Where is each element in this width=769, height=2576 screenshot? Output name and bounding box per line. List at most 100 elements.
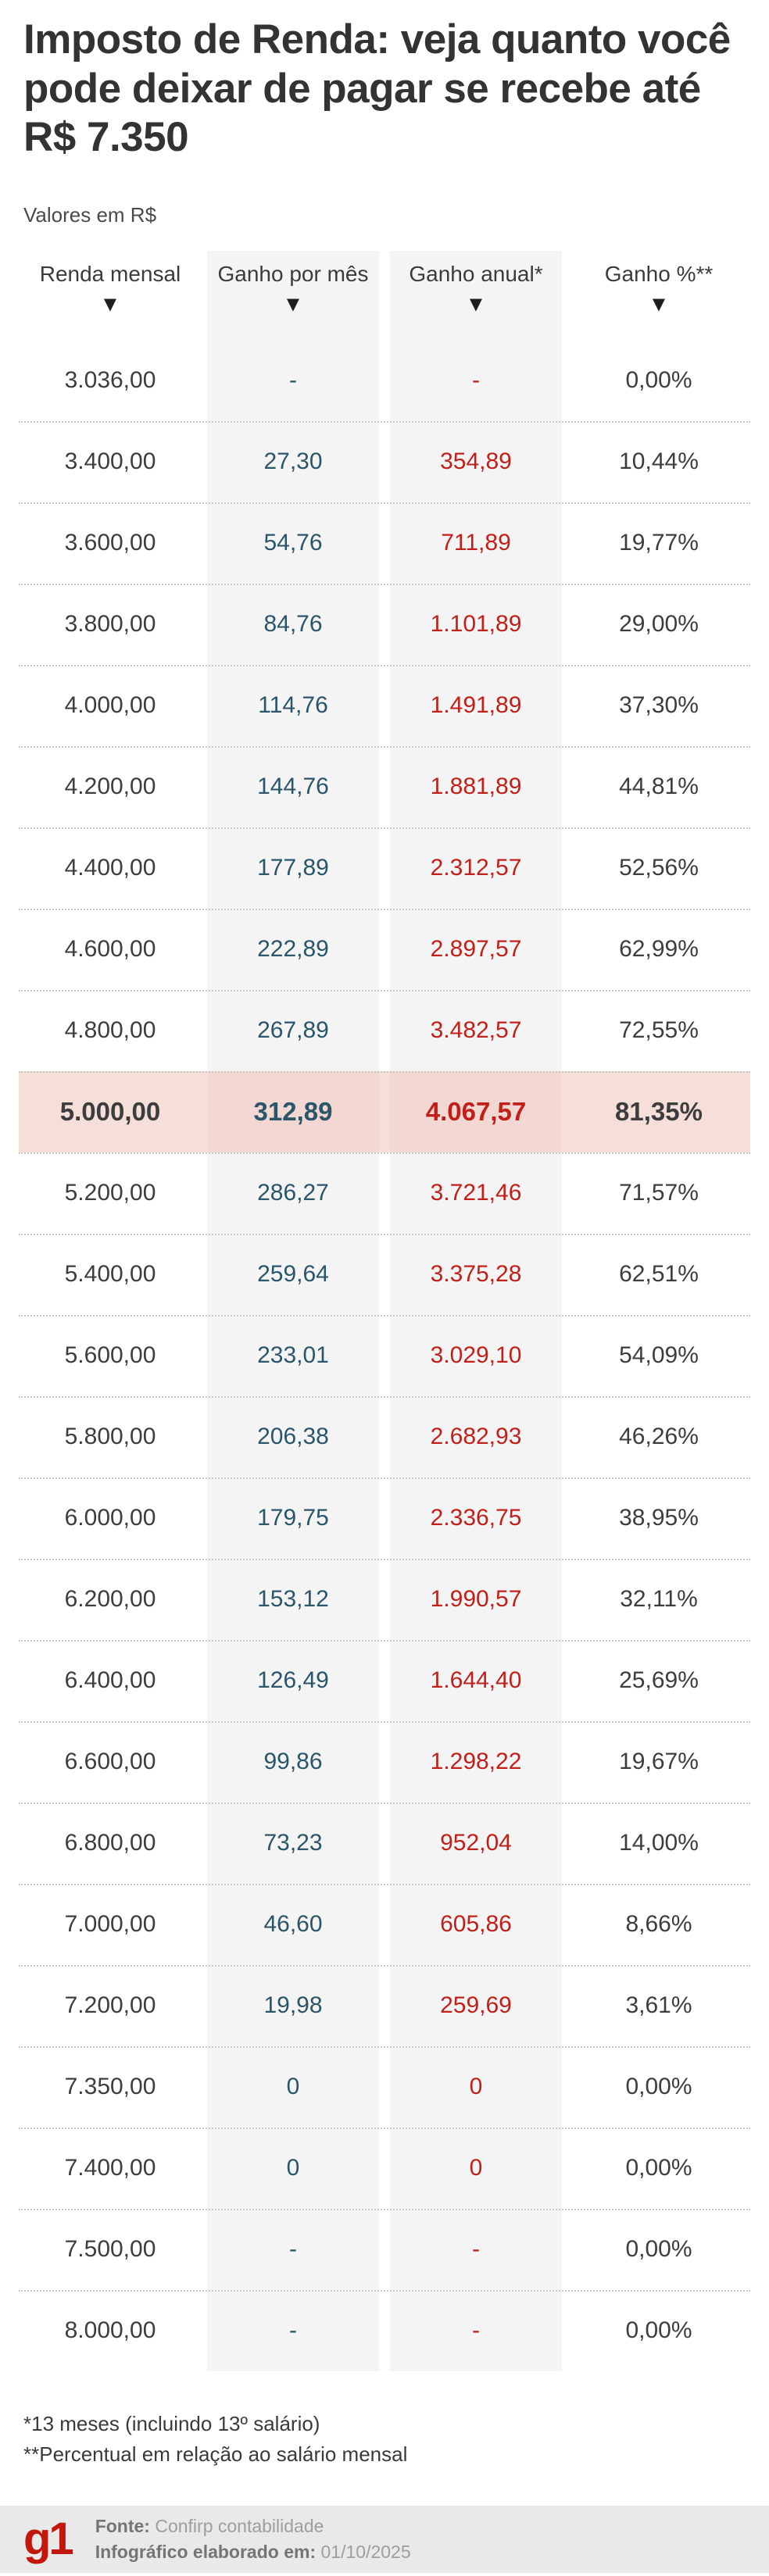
sort-indicator-icon: ▼: [103, 294, 117, 313]
cell-value: 1.491,89: [430, 691, 522, 718]
cell-value: 46,60: [263, 1910, 323, 1937]
cell-value: 605,86: [440, 1910, 512, 1937]
cell-renda-mensal: 5.400,00: [19, 1234, 202, 1315]
cell-renda-mensal: 4.000,00: [19, 665, 202, 746]
cell-value: 25,69%: [619, 1667, 699, 1693]
table-row: 7.400,00 0 0 0,00%: [19, 2127, 750, 2209]
cell-ganho-anual: 3.482,57: [384, 989, 567, 1071]
cell-value: 62,99%: [619, 935, 699, 962]
cell-renda-mensal: 4.200,00: [19, 746, 202, 827]
cell-value: 7.400,00: [64, 2154, 156, 2181]
cell-value: 1.101,89: [430, 610, 522, 637]
header-cell-renda-mensal: Renda mensal ▼: [19, 251, 202, 340]
cell-value: 6.200,00: [64, 1585, 156, 1612]
cell-value: 6.000,00: [64, 1504, 156, 1531]
cell-value: 3.800,00: [64, 610, 156, 637]
table-header: Renda mensal ▼ Ganho por mês ▼ Ganho anu…: [19, 250, 750, 340]
cell-ganho-por-mes: 312,89: [202, 1070, 384, 1152]
page-title: Imposto de Renda: veja quanto você pode …: [23, 16, 731, 161]
table-row: 6.800,00 73,23 952,04 14,00%: [19, 1802, 750, 1884]
cell-value: -: [472, 2317, 480, 2343]
cell-value: 81,35%: [615, 1096, 703, 1126]
cell-value: 0,00%: [625, 2235, 692, 2262]
cell-ganho-pct: 0,00%: [567, 2046, 750, 2128]
table-row: 6.000,00 179,75 2.336,75 38,95%: [19, 1477, 750, 1559]
cell-value: 6.400,00: [64, 1667, 156, 1693]
cell-ganho-por-mes: -: [202, 2208, 384, 2290]
cell-renda-mensal: 3.036,00: [19, 340, 202, 421]
cell-value: 3,61%: [625, 1992, 692, 2018]
cell-value: 2.682,93: [430, 1423, 522, 1449]
cell-value: 126,49: [257, 1667, 329, 1693]
cell-ganho-pct: 0,00%: [567, 2209, 750, 2290]
table-row: 7.350,00 0 0 0,00%: [19, 2045, 750, 2128]
cell-value: 38,95%: [619, 1504, 699, 1531]
cell-value: 952,04: [440, 1829, 512, 1856]
cell-ganho-anual: 2.312,57: [384, 827, 567, 909]
table-row: 4.800,00 267,89 3.482,57 72,55%: [19, 989, 750, 1071]
cell-value: 144,76: [257, 773, 329, 799]
cell-value: 259,64: [257, 1260, 329, 1287]
cell-ganho-anual: -: [384, 2289, 567, 2371]
cell-renda-mensal: 7.500,00: [19, 2209, 202, 2290]
cell-ganho-por-mes: 99,86: [202, 1720, 384, 1802]
cell-renda-mensal: 6.200,00: [19, 1559, 202, 1640]
cell-renda-mensal: 5.600,00: [19, 1315, 202, 1396]
cell-value: 1.881,89: [430, 773, 522, 799]
cell-value: 84,76: [263, 610, 323, 637]
cell-value: 114,76: [258, 691, 328, 718]
cell-value: 73,23: [263, 1829, 323, 1856]
cell-ganho-anual: 0: [384, 2045, 567, 2128]
table-row: 4.200,00 144,76 1.881,89 44,81%: [19, 745, 750, 827]
cell-ganho-anual: 259,69: [384, 1964, 567, 2046]
cell-ganho-por-mes: 153,12: [202, 1558, 384, 1640]
cell-value: 54,09%: [619, 1342, 699, 1368]
cell-value: 0,00%: [625, 2317, 692, 2343]
sort-indicator-icon: ▼: [652, 294, 666, 313]
table-row: 4.400,00 177,89 2.312,57 52,56%: [19, 827, 750, 909]
cell-ganho-pct: 81,35%: [567, 1071, 750, 1152]
cell-ganho-pct: 0,00%: [567, 340, 750, 421]
cell-value: 3.029,10: [430, 1342, 522, 1368]
cell-value: 354,89: [440, 448, 512, 474]
cell-ganho-anual: 2.336,75: [384, 1477, 567, 1559]
table-row: 6.600,00 99,86 1.298,22 19,67%: [19, 1720, 750, 1802]
cell-ganho-por-mes: 259,64: [202, 1233, 384, 1315]
cell-value: 2.312,57: [430, 854, 522, 881]
cell-renda-mensal: 6.800,00: [19, 1802, 202, 1884]
cell-value: 99,86: [263, 1748, 323, 1774]
cell-value: 233,01: [257, 1342, 329, 1368]
cell-ganho-por-mes: 179,75: [202, 1477, 384, 1559]
cell-value: 72,55%: [619, 1016, 699, 1043]
cell-ganho-pct: 14,00%: [567, 1802, 750, 1884]
cell-ganho-por-mes: 286,27: [202, 1152, 384, 1234]
cell-value: 711,89: [441, 529, 511, 556]
cell-value: 4.600,00: [64, 935, 156, 962]
cell-ganho-pct: 52,56%: [567, 827, 750, 909]
cell-renda-mensal: 3.400,00: [19, 421, 202, 502]
table-row: 7.500,00 - - 0,00%: [19, 2208, 750, 2290]
cell-ganho-por-mes: 0: [202, 2045, 384, 2128]
cell-value: 2.336,75: [430, 1504, 522, 1531]
cell-value: 54,76: [263, 529, 323, 556]
cell-ganho-anual: -: [384, 339, 567, 421]
cell-value: 5.400,00: [64, 1260, 156, 1287]
cell-ganho-anual: 3.721,46: [384, 1152, 567, 1234]
cell-renda-mensal: 4.400,00: [19, 827, 202, 909]
date-line: Infográfico elaborado em: 01/10/2025: [95, 2539, 411, 2564]
cell-ganho-anual: 3.375,28: [384, 1233, 567, 1315]
table-row: 3.600,00 54,76 711,89 19,77%: [19, 502, 750, 584]
g1-logo: g1: [23, 2513, 74, 2564]
header-cell-ganho-por-mes: Ganho por mês ▼: [202, 250, 384, 340]
cell-ganho-pct: 72,55%: [567, 990, 750, 1071]
footnotes: *13 meses (incluindo 13º salário) **Perc…: [23, 2409, 746, 2470]
cell-ganho-por-mes: 233,01: [202, 1314, 384, 1396]
subtitle: Valores em R$: [23, 202, 157, 227]
cell-ganho-por-mes: 206,38: [202, 1395, 384, 1477]
cell-value: -: [472, 366, 480, 393]
footnote-single-asterisk: *13 meses (incluindo 13º salário): [23, 2411, 320, 2435]
cell-renda-mensal: 6.600,00: [19, 1721, 202, 1802]
cell-value: 19,77%: [619, 529, 699, 556]
cell-value: 1.298,22: [430, 1748, 522, 1774]
cell-ganho-pct: 44,81%: [567, 746, 750, 827]
